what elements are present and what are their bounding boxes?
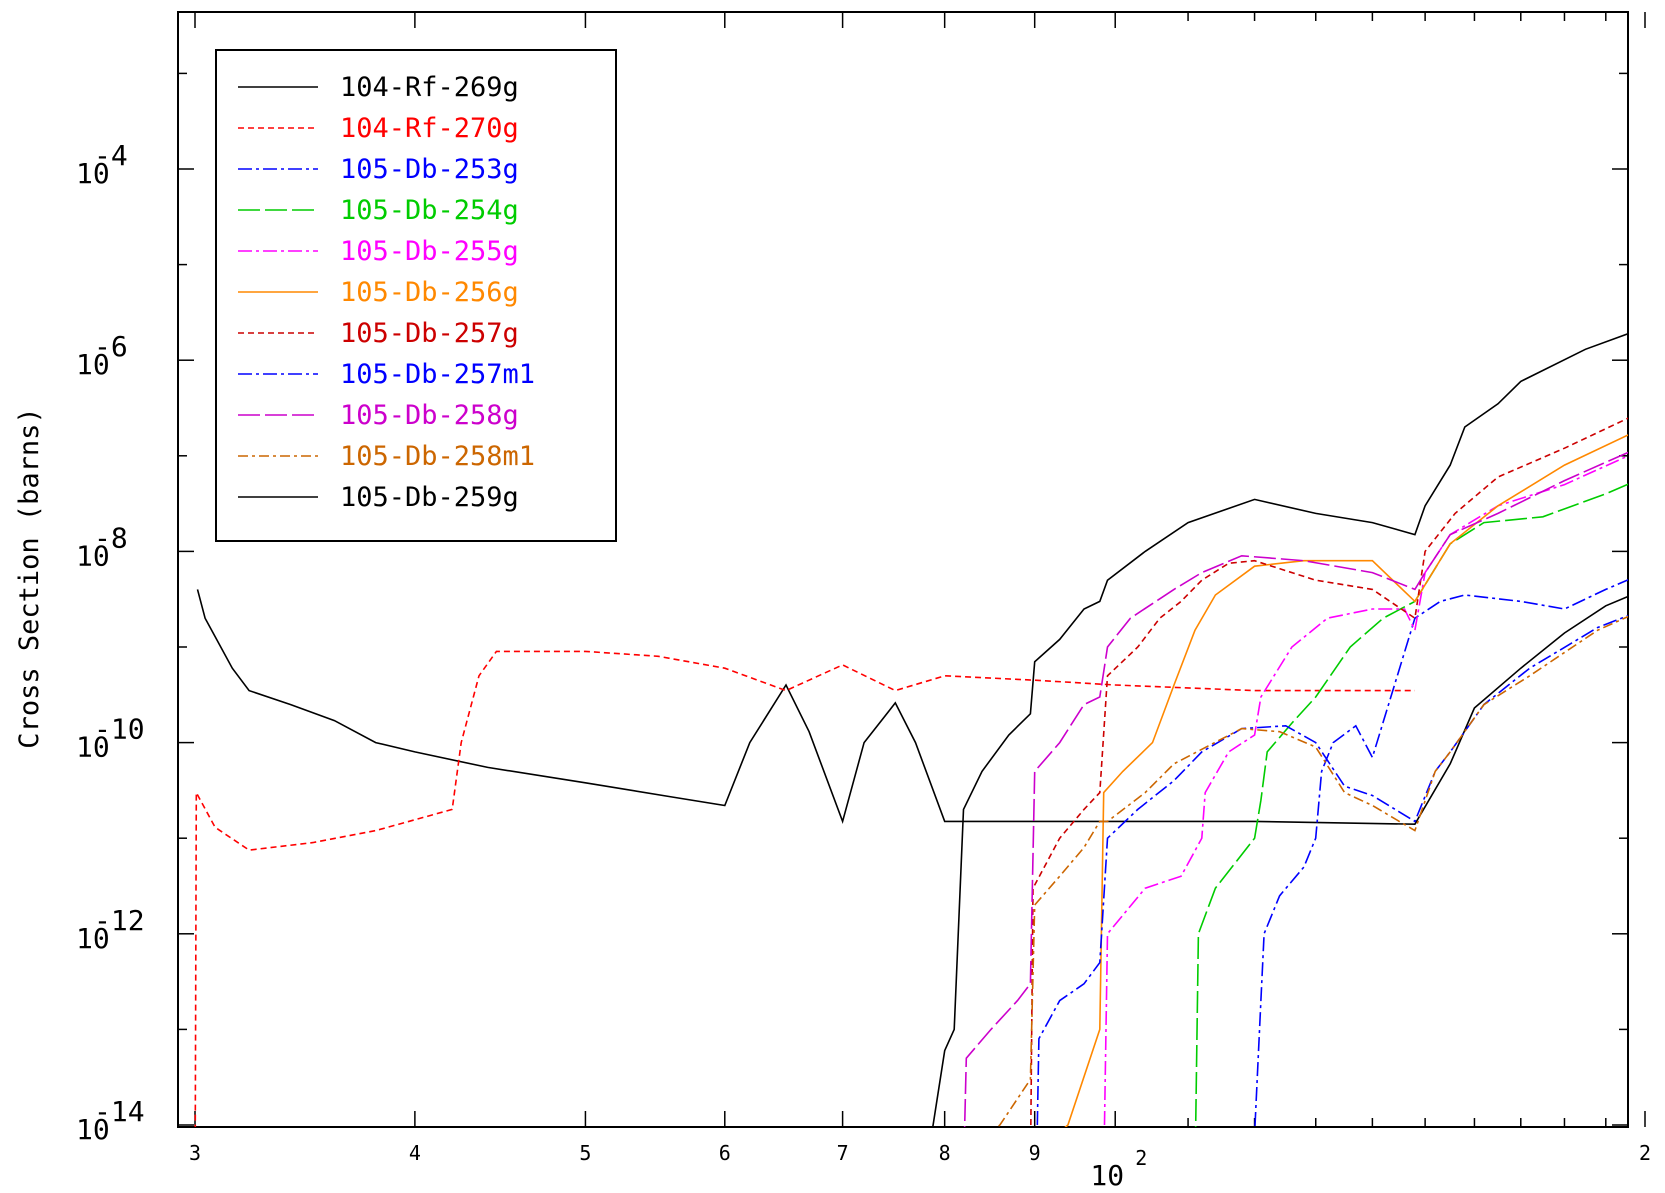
y-tick-label-exp: -4: [94, 139, 128, 172]
series-line: [963, 451, 1628, 1127]
y-tick-label-exp: -6: [94, 330, 128, 363]
y-tick-label-exp: -12: [94, 904, 145, 937]
x-tick-label: 5: [579, 1141, 591, 1165]
y-tick-label-exp: -8: [94, 521, 128, 554]
x-tick-label: 6: [719, 1141, 731, 1165]
legend: 104-Rf-269g 104-Rf-270g 105-Db-253g 105-Db-…: [215, 49, 617, 542]
y-tick-label-base: 10: [76, 731, 110, 764]
series-line: [931, 332, 1628, 1127]
y-tick-label-base: 10: [76, 539, 110, 572]
series-line: [1194, 483, 1628, 1127]
plot-frame: [177, 11, 1629, 1128]
legend-label: 104-Rf-270g: [340, 113, 519, 144]
x-decade-label-base: 10: [1090, 1159, 1124, 1192]
x-tick-label: 8: [939, 1141, 951, 1165]
y-tick-label-exp: -14: [94, 1095, 145, 1128]
x-tick-label: 9: [1029, 1141, 1041, 1165]
series-line: [1036, 614, 1628, 1127]
x-decade-label-exp: 2: [1135, 1146, 1147, 1170]
series-line: [1064, 434, 1628, 1127]
legend-label: 105-Db-256g: [340, 277, 519, 308]
y-tick-label-base: 10: [76, 157, 110, 190]
x-tick-label: 3: [189, 1141, 201, 1165]
legend-label: 105-Db-257m1: [340, 359, 535, 390]
legend-label: 105-Db-258g: [340, 400, 519, 431]
x-tick-label: 2: [1639, 1141, 1651, 1165]
y-tick-label-base: 10: [76, 922, 110, 955]
series-line: [996, 615, 1628, 1127]
legend-box: [215, 49, 617, 542]
series-line: [1254, 579, 1628, 1127]
series-line: [196, 589, 1628, 826]
series-group: [194, 332, 1628, 1127]
legend-label: 105-Db-254g: [340, 195, 519, 226]
legend-label: 105-Db-255g: [340, 236, 519, 267]
series-line: [1103, 455, 1628, 1127]
x-tick-label: 4: [409, 1141, 421, 1165]
y-axis-title: Cross Section (barns): [14, 407, 45, 748]
legend-label: 105-Db-257g: [340, 318, 519, 349]
series-line: [194, 650, 1415, 1127]
x-tick-label: 7: [837, 1141, 849, 1165]
legend-label: 105-Db-258m1: [340, 441, 535, 472]
legend-label: 105-Db-253g: [340, 154, 519, 185]
y-tick-label-base: 10: [76, 348, 110, 381]
legend-label: 105-Db-259g: [340, 482, 519, 513]
y-tick-label-exp: -10: [94, 713, 145, 746]
series-line: [1030, 417, 1628, 1127]
y-tick-label-base: 10: [76, 1113, 110, 1146]
x-tick-labels: 3 4 5 6 7 8 9 2 10 2: [189, 1141, 1651, 1192]
axis-ticks: [178, 12, 1646, 1127]
legend-label: 104-Rf-269g: [340, 72, 519, 103]
